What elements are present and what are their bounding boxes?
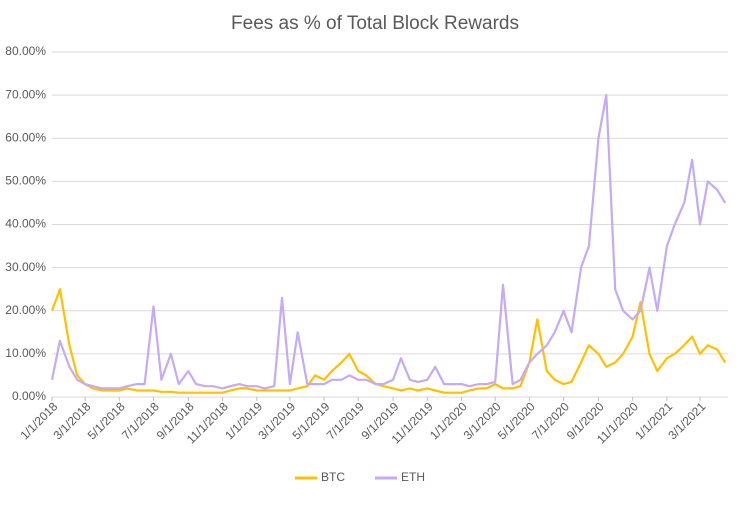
series-line [50, 288, 727, 394]
y-tick-label: 0.00% [12, 389, 46, 403]
y-tick-label: 60.00% [5, 130, 46, 144]
y-tick-label: 30.00% [5, 260, 46, 274]
x-tick-label: 7/1/2019 [324, 399, 367, 442]
legend-label: ETH [401, 470, 425, 484]
y-tick-label: 50.00% [5, 174, 46, 188]
series-line [50, 94, 727, 390]
legend-label: BTC [321, 470, 345, 484]
y-tick-label: 20.00% [5, 303, 46, 317]
x-tick-label: 7/1/2018 [119, 399, 162, 442]
y-tick-label: 70.00% [5, 87, 46, 101]
chart-title: Fees as % of Total Block Rewards [231, 13, 519, 34]
y-tick-label: 40.00% [5, 217, 46, 231]
x-tick-label: 3/1/2021 [665, 399, 708, 442]
y-tick-label: 10.00% [5, 346, 46, 360]
x-tick-label: 7/1/2020 [529, 399, 572, 442]
y-tick-label: 80.00% [5, 44, 46, 58]
